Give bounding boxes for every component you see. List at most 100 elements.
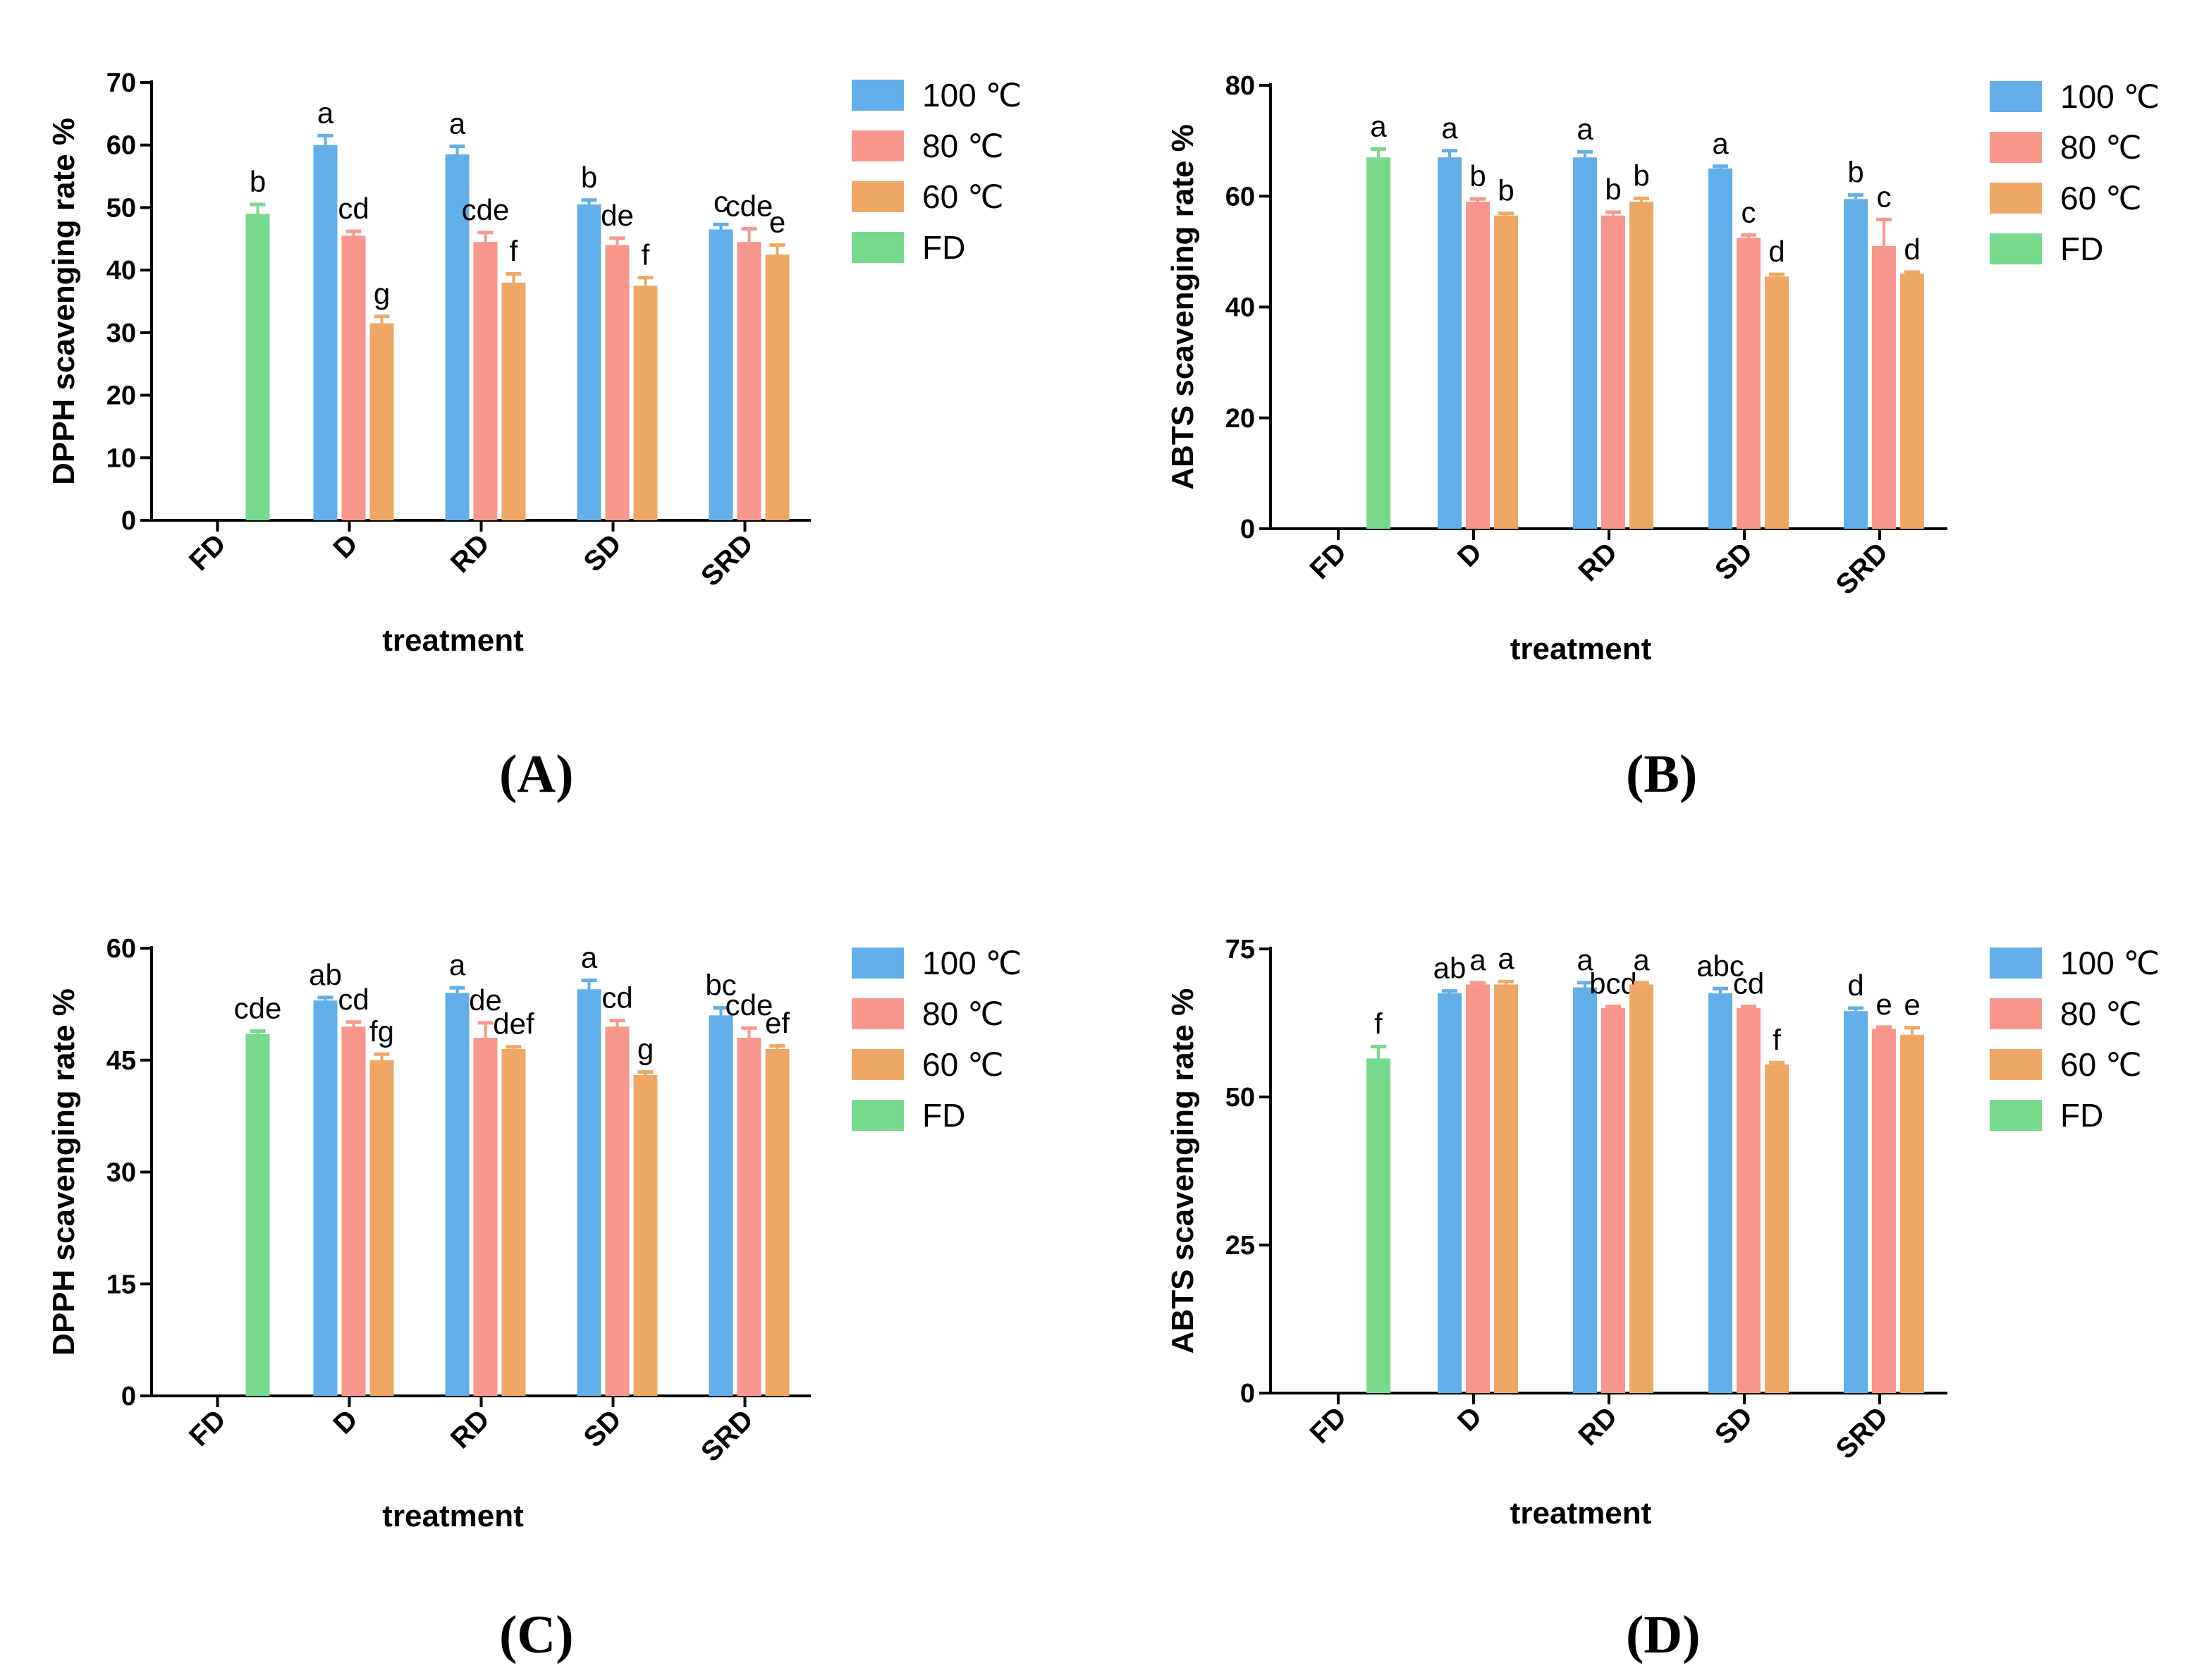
bar-60-d <box>1494 215 1518 529</box>
bar-80-srd <box>1872 246 1896 529</box>
y-tick-label: 60 <box>106 131 136 161</box>
legend-swatch <box>1990 233 2042 264</box>
y-axis-title: DPPH scavenging rate % <box>47 118 81 485</box>
bar-100-sd <box>1708 168 1732 529</box>
significance-label: a <box>449 106 466 140</box>
significance-label: a <box>1370 109 1387 142</box>
bar-100-rd <box>445 154 470 520</box>
x-tick-label-srd: SRD <box>695 1404 759 1468</box>
x-axis-title: treatment <box>382 1499 524 1533</box>
bar-100-srd <box>709 229 733 520</box>
bar-80-srd <box>1872 1029 1896 1393</box>
legend-label: FD <box>2060 231 2103 267</box>
significance-label: de <box>469 983 502 1017</box>
significance-label: cd <box>1733 967 1764 1000</box>
y-tick-label: 30 <box>106 1158 136 1188</box>
significance-label: b <box>1847 156 1863 189</box>
bar-60-sd <box>1765 1064 1789 1393</box>
significance-label: c <box>1742 195 1756 228</box>
x-tick-label-fd: FD <box>183 528 232 577</box>
significance-label: a <box>1712 127 1729 160</box>
x-tick-label-rd: RD <box>1572 1401 1623 1452</box>
significance-label: g <box>637 1033 654 1066</box>
legend-swatch <box>1990 132 2042 163</box>
x-tick-label-d: D <box>1452 537 1488 573</box>
x-tick-label-fd: FD <box>1304 1401 1353 1449</box>
significance-label: d <box>1768 235 1785 268</box>
bar-100-rd <box>1573 987 1597 1393</box>
x-tick-label-sd: SD <box>577 1404 627 1453</box>
bar-60-rd <box>1629 202 1653 529</box>
bar-60-sd <box>633 1074 658 1396</box>
significance-label: fg <box>369 1014 394 1048</box>
significance-label: ab <box>309 958 342 991</box>
y-tick-label: 0 <box>121 506 136 536</box>
significance-label: a <box>1633 943 1650 976</box>
significance-label: e <box>769 206 785 239</box>
x-tick-label-srd: SRD <box>1830 537 1895 601</box>
significance-label: a <box>449 948 466 981</box>
bar-60-sd <box>633 286 658 520</box>
bar-100-d <box>1438 993 1462 1393</box>
legend-label: 100 ℃ <box>922 945 1022 981</box>
panel-label-c: (C) <box>499 1605 574 1664</box>
significance-label: d <box>1847 969 1863 1002</box>
significance-label: abc <box>1696 949 1744 982</box>
y-axis-title: ABTS scavenging rate % <box>1165 124 1200 489</box>
significance-label: f <box>510 234 518 267</box>
significance-label: de <box>601 199 634 232</box>
bar-60-srd <box>1900 1034 1924 1393</box>
significance-label: g <box>374 277 390 310</box>
significance-label: b <box>1498 174 1514 207</box>
bar-80-sd <box>1737 238 1761 529</box>
bar-100-srd <box>1844 199 1868 529</box>
x-tick-label-srd: SRD <box>695 528 759 592</box>
legend-label: 60 ℃ <box>2060 180 2142 216</box>
legend-swatch <box>852 130 904 161</box>
significance-label: a <box>317 96 334 129</box>
legend-label: 60 ℃ <box>2060 1046 2142 1083</box>
bar-100-d <box>1438 157 1462 529</box>
bar-fd-fd <box>245 214 270 520</box>
bar-fd-fd <box>245 1034 270 1396</box>
legend-label: 100 ℃ <box>2060 78 2160 115</box>
significance-label: b <box>581 161 597 194</box>
bar-100-sd <box>577 989 601 1396</box>
bar-60-srd <box>765 254 790 520</box>
bar-60-d <box>1494 984 1518 1393</box>
y-tick-label: 70 <box>106 68 136 98</box>
significance-label: e <box>1875 988 1892 1021</box>
x-tick-label-rd: RD <box>1572 537 1623 587</box>
bar-80-rd <box>1601 215 1625 529</box>
x-tick-label-d: D <box>327 528 364 565</box>
x-tick-label-fd: FD <box>183 1404 232 1452</box>
bar-100-srd <box>1844 1011 1868 1393</box>
x-tick-label-srd: SRD <box>1830 1401 1895 1465</box>
bar-80-d <box>1466 202 1490 529</box>
y-axis-title: DPPH scavenging rate % <box>47 988 81 1356</box>
x-tick-label-rd: RD <box>445 528 496 579</box>
legend-label: 80 ℃ <box>922 995 1004 1032</box>
x-tick-label-rd: RD <box>445 1404 496 1454</box>
bar-60-srd <box>765 1048 790 1396</box>
x-axis-title: treatment <box>1510 1496 1652 1531</box>
chart-d: 0 25 50 75 FD D RD SD SRD ABTS scavenging rate % t… <box>1165 935 2160 1531</box>
legend-swatch <box>1990 81 2042 112</box>
legend-label: 100 ℃ <box>922 77 1022 114</box>
bar-80-rd <box>473 1038 498 1396</box>
bar-fd-fd <box>1366 1058 1390 1393</box>
bar-80-d <box>341 235 366 520</box>
legend-label: 80 ℃ <box>922 128 1004 164</box>
legend-label: 60 ℃ <box>922 178 1004 215</box>
legend-swatch <box>852 181 904 212</box>
y-tick-label: 0 <box>121 1382 136 1411</box>
significance-label: bcd <box>1589 967 1637 1000</box>
chart-b: 0 20 40 60 80 FD D RD SD SRD ABTS scavenging rate … <box>1165 71 2160 666</box>
bar-80-d <box>1466 984 1490 1393</box>
legend-label: 60 ℃ <box>922 1046 1004 1083</box>
bar-fd-fd <box>1366 157 1390 529</box>
y-tick-label: 20 <box>106 381 136 411</box>
x-axis-title: treatment <box>382 623 524 658</box>
significance-label: cd <box>338 192 369 225</box>
